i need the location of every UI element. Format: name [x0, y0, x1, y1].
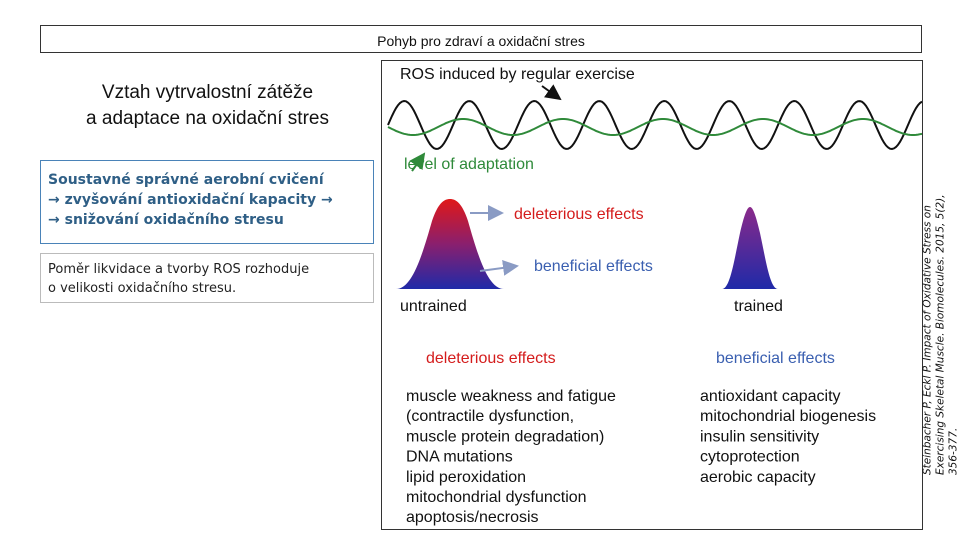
deleterious-effects-list: muscle weakness and fatigue (contractile … [406, 388, 616, 526]
trained-label: trained [734, 298, 783, 315]
beneficial-effects-list: antioxidant capacity mitochondrial biogen… [700, 388, 876, 486]
aerobic-line2: → zvyšování antioxidační kapacity → [48, 192, 333, 208]
header-title: Pohyb pro zdraví a oxidační stres [377, 33, 585, 49]
deleterious-effect-item: (contractile dysfunction, [406, 408, 574, 425]
ros-label: ROS induced by regular exercise [400, 66, 635, 83]
deleterious-effect-item: lipid peroxidation [406, 469, 526, 486]
beneficial-effect-item: mitochondrial biogenesis [700, 408, 876, 425]
deleterious-effect-item: mitochondrial dysfunction [406, 489, 587, 506]
beneficial-effect-item: cytoprotection [700, 449, 800, 466]
figure-svg: ROS induced by regular exercise level of… [387, 66, 922, 526]
adaptation-wave [387, 118, 922, 136]
ros-ratio-line1: Poměr likvidace a tvorby ROS rozhoduje [48, 262, 310, 277]
beneficial-heading: beneficial effects [716, 350, 835, 367]
adaptation-label: level of adaptation [404, 156, 534, 173]
beneficial-arrow [479, 259, 519, 276]
header-box: Pohyb pro zdraví a oxidační stres [40, 25, 922, 53]
ros-ratio-line2: o velikosti oxidačního stresu. [48, 281, 237, 296]
slide-title: Vztah vytrvalostní zátěže a adaptace na … [40, 80, 375, 132]
trained-curve [722, 207, 778, 289]
aerobic-line3: → snižování oxidačního stresu [48, 212, 284, 228]
ros-adaptation-figure: ROS induced by regular exercise level of… [381, 60, 923, 530]
beneficial-arrow-label: beneficial effects [534, 258, 653, 275]
ros-arrow [541, 84, 562, 101]
deleterious-effect-item: muscle weakness and fatigue [406, 388, 616, 405]
adaptation-arrow [409, 152, 426, 172]
citation: Steinbacher P, Eckl P. Impact of Oxidati… [921, 194, 960, 475]
deleterious-effect-item: apoptosis/necrosis [406, 509, 539, 526]
slide-title-line2: a adaptace na oxidační stres [86, 108, 329, 129]
deleterious-heading: deleterious effects [426, 350, 556, 367]
untrained-label: untrained [400, 298, 467, 315]
beneficial-effect-item: aerobic capacity [700, 469, 816, 486]
beneficial-effect-item: insulin sensitivity [700, 428, 819, 445]
deleterious-effect-item: DNA mutations [406, 449, 513, 466]
beneficial-effect-item: antioxidant capacity [700, 388, 841, 405]
aerobic-exercise-box: Soustavné správné aerobní cvičení → zvyš… [40, 160, 374, 244]
ros-wave [387, 99, 922, 151]
ros-ratio-box: Poměr likvidace a tvorby ROS rozhoduje o… [40, 253, 374, 303]
aerobic-line1: Soustavné správné aerobní cvičení [48, 172, 324, 188]
untrained-curve [396, 199, 504, 289]
slide-title-line1: Vztah vytrvalostní zátěže [101, 82, 314, 103]
deleterious-arrow-label: deleterious effects [514, 206, 644, 223]
deleterious-effect-item: muscle protein degradation) [406, 428, 604, 445]
